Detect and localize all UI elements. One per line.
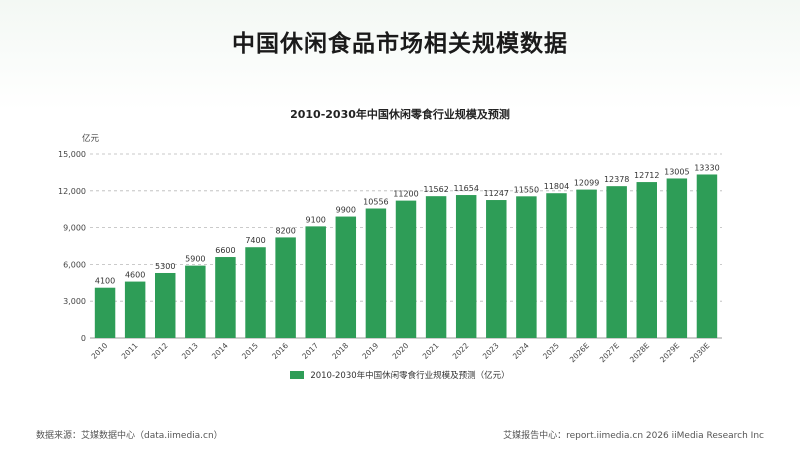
bar xyxy=(395,200,417,338)
data-label: 8200 xyxy=(275,226,295,235)
bar xyxy=(576,189,597,338)
bar xyxy=(185,265,206,338)
x-tick-label: 2012 xyxy=(150,341,170,361)
x-tick-label: 2011 xyxy=(120,341,140,361)
bar xyxy=(666,178,688,338)
data-label: 4100 xyxy=(95,277,115,286)
header-background xyxy=(0,0,800,110)
bar xyxy=(305,226,326,338)
data-label: 13005 xyxy=(664,167,689,176)
data-label: 12378 xyxy=(604,175,629,184)
x-tick-label: 2027E xyxy=(598,341,621,364)
data-label: 11200 xyxy=(393,190,418,199)
data-label: 9100 xyxy=(306,215,326,224)
legend-swatch xyxy=(290,371,305,379)
x-tick-label: 2017 xyxy=(300,341,320,361)
bar xyxy=(124,281,146,338)
data-label: 13330 xyxy=(694,163,719,172)
x-tick-label: 2016 xyxy=(270,341,290,361)
x-tick-label: 2018 xyxy=(330,341,350,361)
legend-label: 2010-2030年中国休闲零食行业规模及预测（亿元） xyxy=(310,371,510,381)
bar xyxy=(425,196,447,338)
footer-source: 数据来源：艾媒数据中心（data.iimedia.cn） xyxy=(36,431,223,441)
bar xyxy=(365,208,387,338)
data-label: 5900 xyxy=(185,255,205,264)
x-tick-label: 2019 xyxy=(360,341,380,361)
x-tick-label: 2029E xyxy=(658,341,681,364)
x-tick-label: 2024 xyxy=(511,341,531,361)
x-tick-label: 2025 xyxy=(541,341,561,361)
data-label: 10556 xyxy=(363,198,388,207)
y-tick-label: 15,000 xyxy=(58,150,86,159)
x-tick-label: 2022 xyxy=(451,341,471,361)
footer-credit: 艾媒报告中心：report.iimedia.cn 2026 iiMedia Re… xyxy=(503,431,764,441)
bar xyxy=(94,287,116,338)
bar xyxy=(486,200,507,338)
x-tick-label: 2020 xyxy=(391,341,411,361)
data-label: 11804 xyxy=(544,182,569,191)
data-label: 11247 xyxy=(484,189,509,198)
y-tick-label: 6,000 xyxy=(63,260,86,269)
page-title: 中国休闲食品市场相关规模数据 xyxy=(232,31,568,57)
x-tick-label: 2013 xyxy=(180,341,200,361)
x-tick-label: 2010 xyxy=(90,341,110,361)
bar xyxy=(245,247,266,338)
x-tick-label: 2023 xyxy=(481,341,501,361)
chart-legend: 2010-2030年中国休闲零食行业规模及预测（亿元） xyxy=(0,369,800,381)
bar xyxy=(335,216,357,338)
bar xyxy=(215,257,236,338)
y-axis-label: 亿元 xyxy=(82,133,100,144)
bar xyxy=(155,272,176,338)
y-tick-label: 12,000 xyxy=(58,187,86,196)
bar xyxy=(636,182,657,338)
data-label: 6600 xyxy=(215,246,235,255)
x-tick-label: 2028E xyxy=(628,341,651,364)
data-label: 11550 xyxy=(514,185,539,194)
x-tick-label: 2014 xyxy=(210,341,230,361)
data-label: 11654 xyxy=(453,184,478,193)
x-tick-label: 2021 xyxy=(421,341,441,361)
y-tick-label: 9,000 xyxy=(63,224,86,233)
chart-title: 2010-2030年中国休闲零食行业规模及预测 xyxy=(290,108,510,121)
y-tick-label: 3,000 xyxy=(63,297,86,306)
x-tick-label: 2026E xyxy=(568,341,591,364)
data-label: 4600 xyxy=(125,271,145,280)
bar xyxy=(516,196,537,338)
bar xyxy=(696,174,718,338)
bar xyxy=(546,193,567,338)
bar xyxy=(275,237,296,338)
data-label: 7400 xyxy=(245,236,265,245)
data-label: 5300 xyxy=(155,262,175,271)
data-label: 12712 xyxy=(634,171,659,180)
bar xyxy=(455,195,477,338)
data-label: 11562 xyxy=(423,185,448,194)
x-tick-label: 2015 xyxy=(240,341,260,361)
bar xyxy=(606,186,627,338)
data-label: 12099 xyxy=(574,179,599,188)
data-label: 9900 xyxy=(336,206,356,215)
x-tick-label: 2030E xyxy=(688,341,711,364)
y-tick-label: 0 xyxy=(81,334,86,343)
